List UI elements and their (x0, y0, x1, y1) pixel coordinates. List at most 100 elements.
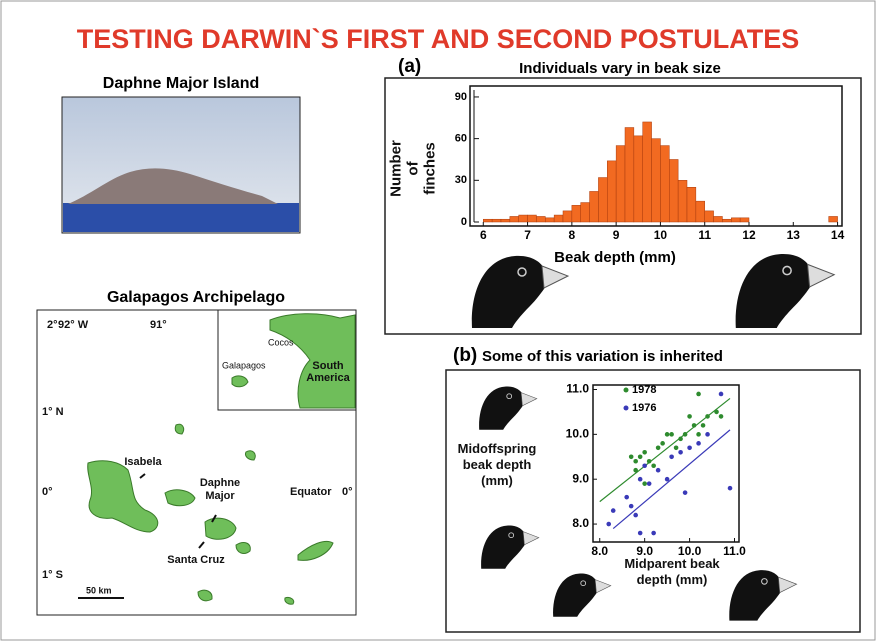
scatter-point (656, 446, 661, 451)
photo (62, 97, 300, 233)
legend-label: 1976 (632, 402, 656, 414)
island-label: Santa Cruz (167, 554, 225, 566)
histogram-bar (652, 139, 661, 222)
equator-label: Equator (290, 486, 332, 498)
photo-label: Daphne Major Island (103, 75, 259, 92)
x-tick-label: 10 (654, 228, 668, 242)
scatter-point (633, 468, 638, 473)
scatter-point (651, 463, 656, 468)
island-label: Isabela (124, 456, 162, 468)
y-tick-label: 9.0 (572, 471, 589, 485)
scatter-point (665, 477, 670, 482)
histogram-bar (687, 187, 696, 222)
scatter-point (651, 531, 656, 536)
scatter-point (638, 531, 643, 536)
map (37, 310, 356, 615)
legend-marker (624, 406, 629, 411)
map-title: Galapagos Archipelago (107, 289, 285, 306)
lat-label: 2° (47, 319, 58, 331)
scatter-point (642, 463, 647, 468)
scatter-point (705, 414, 710, 419)
y-tick-label: 8.0 (572, 516, 589, 530)
scatter-point (696, 432, 701, 437)
inset-label: Cocos (268, 337, 294, 347)
scatter-point (665, 432, 670, 437)
scatter-point (624, 495, 629, 500)
lon-label: 91° (150, 319, 167, 331)
histogram-bar (616, 146, 625, 222)
legend-label: 1978 (632, 384, 656, 396)
histogram-bar (643, 122, 652, 222)
histogram-bar (492, 219, 501, 222)
scatter-point (669, 432, 674, 437)
histogram-bar (528, 215, 537, 222)
slide: TESTING DARWIN`S FIRST AND SECOND POSTUL… (0, 0, 876, 641)
y-axis-title: Number of finches (388, 134, 439, 204)
histogram-bar (731, 218, 740, 222)
slide-canvas: TESTING DARWIN`S FIRST AND SECOND POSTUL… (0, 0, 876, 641)
histogram-bar (545, 218, 554, 222)
scatter-point (674, 446, 679, 451)
histogram-bar (696, 201, 705, 222)
scatter-point (642, 450, 647, 455)
scatter-point (642, 481, 647, 486)
y-axis-title: Midoffspring beak depth (mm) (454, 441, 540, 489)
x-axis-title: Midparent beak depth (mm) (612, 556, 732, 588)
scatter-point (660, 441, 665, 446)
island-label: Daphne Major (190, 477, 250, 503)
scatter-point (633, 459, 638, 464)
scatter-point (633, 513, 638, 518)
legend-marker (624, 388, 629, 393)
x-tick-label: 13 (787, 228, 801, 242)
y-tick-label: 90 (455, 91, 467, 103)
y-tick-label: 0 (461, 216, 467, 228)
lat-label: 0° (42, 486, 53, 498)
y-tick-label: 60 (455, 133, 467, 145)
histogram-bar (740, 218, 749, 222)
scale-label: 50 km (86, 585, 112, 595)
x-axis-title: Beak depth (mm) (554, 249, 676, 266)
slide-title: TESTING DARWIN`S FIRST AND SECOND POSTUL… (77, 24, 800, 54)
scatter-point (728, 486, 733, 491)
scatter-point (714, 410, 719, 415)
scatter-point (683, 490, 688, 495)
x-tick-label: 14 (831, 228, 845, 242)
histogram-bar (722, 219, 731, 222)
scatter-point (692, 423, 697, 428)
histogram-bar (660, 146, 669, 222)
histogram-bar (829, 216, 838, 222)
scatter-point (611, 508, 616, 513)
panel-letter: (a) (398, 56, 421, 77)
chart-title: Some of this variation is inherited (482, 348, 723, 365)
scatter-point (687, 414, 692, 419)
scatter-point (678, 437, 683, 442)
scatter-point (629, 504, 634, 509)
histogram-bar (563, 211, 572, 222)
equator-degree: 0° (342, 486, 353, 498)
lat-label: 1° S (42, 569, 63, 581)
panel-letter: (b) (453, 345, 477, 366)
inset-label: South America (300, 360, 356, 384)
scatter-point (705, 432, 710, 437)
histogram-bar (634, 136, 643, 222)
chart-title: Individuals vary in beak size (519, 60, 721, 77)
histogram-bar (590, 191, 599, 222)
scatter-point (638, 477, 643, 482)
scatter-point (629, 454, 634, 459)
x-tick-label: 11 (698, 228, 711, 242)
inset-label: Galapagos (222, 360, 266, 370)
scatter-point (656, 468, 661, 473)
scatter-point (678, 450, 683, 455)
histogram-bar (501, 219, 510, 222)
histogram-bar (510, 216, 519, 222)
scatter-point (719, 414, 724, 419)
scatter-point (696, 392, 701, 397)
scatter-point (696, 441, 701, 446)
y-tick-label: 30 (455, 174, 467, 186)
histogram-bar (483, 219, 492, 222)
x-tick-label: 12 (742, 228, 756, 242)
scatter-point (647, 459, 652, 464)
lon-label: 92° W (58, 319, 89, 331)
histogram-bar (714, 216, 723, 222)
x-tick-label: 9 (613, 228, 620, 242)
